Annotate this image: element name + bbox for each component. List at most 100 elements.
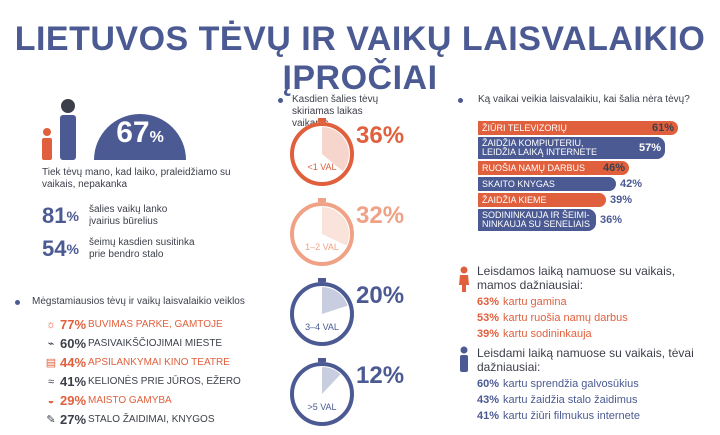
clock-percent: 36% — [356, 122, 405, 149]
clock-wedge — [322, 127, 349, 172]
activity-row: ⌁ 60% Pasivaikščiojimai mieste — [42, 334, 282, 353]
child-figure-icon — [42, 128, 52, 160]
bar-row: SODININKAUJA IR ŠEIMI- NINKAUJA SU SENELI… — [478, 209, 622, 231]
father-icon — [460, 346, 468, 372]
activity-label: Apsilankymai kino teatre — [88, 357, 230, 368]
habit-text: kartu sprendžia galvosūkius — [503, 378, 639, 390]
habit-row: 43% kartu žaidžia stalo žaidimus — [477, 392, 707, 408]
activity-row: ✎ 27% Stalo žaidimai, knygos — [42, 410, 282, 429]
headline-text: Tiek tėvų mano, kad laiko, praleidžiamo … — [42, 167, 231, 190]
habit-text: kartu ruošia namų darbus — [503, 312, 628, 324]
habit-text: kartu žaidžia stalo žaidimus — [503, 394, 638, 406]
activity-row: ☼ 77% Buvimas parke, gamtoje — [42, 315, 282, 334]
activity-percent: 77% — [60, 317, 87, 332]
bar: ŽAIDŽIA KOMPIUTERIU, LEIDŽIA LAIKĄ INTERN… — [478, 137, 665, 159]
bar-category-line: ŽAIDŽIA KOMPIUTERIU, — [482, 138, 584, 148]
bar-value-label: 61% — [651, 121, 674, 134]
habit-row: 39% kartu sodininkauja — [477, 326, 707, 342]
activities-title: Mėgstamiausios tėvų ir vaikų laisvalaiki… — [32, 296, 245, 307]
bar-category-label: ŽAIDŽIA KOMPIUTERIU, LEIDŽIA LAIKĄ INTERN… — [482, 139, 597, 157]
activity-label: Pasivaikščiojimai mieste — [88, 338, 223, 349]
bar-value-label: 39% — [610, 194, 633, 206]
clock-icon — [290, 278, 354, 346]
bar-category-line: LEIDŽIA LAIKĄ INTERNETE — [482, 147, 598, 157]
time-title: Kasdien šalies tėvų skiriamas laikas vai… — [292, 94, 379, 129]
activity-row: ≈41% Kelionės prie jūros, ežero — [42, 372, 282, 391]
clock-label: >5 VAL — [307, 402, 337, 412]
moms-title: Leisdamos laiką namuose su vaikais, mamo… — [477, 264, 676, 292]
bar-category-label: SKAITO KNYGAS — [482, 178, 555, 189]
film-icon: ▤ — [45, 357, 57, 369]
moms-list: 63% kartu gamina 53% kartu ruošia namų darb… — [477, 294, 707, 342]
clock-wedge — [322, 207, 349, 246]
habit-text: kartu sodininkauja — [503, 328, 592, 340]
habit-percent: 43% — [477, 394, 500, 406]
bar-value-label: 42% — [620, 178, 643, 190]
headline-semicircle — [94, 114, 186, 160]
dads-title: Leisdami laiką namuose su vaikais, tėvai… — [477, 346, 694, 374]
habit-percent: 53% — [477, 312, 500, 324]
activity-percent: 41% — [60, 374, 87, 389]
bar-category-line: SODININKAUJA IR ŠEIMI- — [482, 210, 590, 220]
activity-percent: 27% — [60, 412, 87, 427]
clock-wedge — [322, 287, 348, 314]
habit-row: 53% kartu ruošia namų darbus — [477, 310, 707, 326]
activity-row: ▤ 44% Apsilankymai kino teatre — [42, 353, 282, 372]
parent-child-illustration — [42, 99, 186, 160]
cooking-icon: ◒ — [47, 394, 55, 407]
bar-category-line: ŽAIDŽIA KIEME — [482, 194, 547, 205]
dads-list: 60% kartu sprendžia galvosūkius 43% kartu ž… — [477, 376, 707, 424]
bar: RUOŠIA NAMŲ DARBUS 46% — [478, 161, 629, 175]
activity-label: Kelionės prie jūros, ežero — [88, 376, 241, 387]
wrench-icon: ✎ — [46, 414, 56, 426]
clock-percent: 12% — [356, 362, 405, 389]
bar-category-label: ŽAIDŽIA KIEME — [482, 194, 547, 205]
bar: ŽAIDŽIA KIEME — [478, 193, 606, 207]
habit-row: 60% kartu sprendžia galvosūkius — [477, 376, 707, 392]
clock-ring — [290, 122, 354, 186]
bar-category-line: ŽIŪRI TELEVIZORIŲ — [482, 122, 567, 133]
shoe-icon: ⌁ — [47, 338, 55, 350]
habit-percent: 60% — [477, 378, 500, 390]
bar-value-label: 36% — [600, 214, 623, 226]
bar-category-line: SKAITO KNYGAS — [482, 178, 555, 189]
habit-percent: 39% — [477, 328, 500, 340]
bar: SKAITO KNYGAS — [478, 177, 616, 191]
bar-row: ŽAIDŽIA KIEME 39% — [478, 193, 632, 207]
bar-category-label: ŽIŪRI TELEVIZORIŲ — [482, 122, 567, 133]
clock-ring — [290, 362, 354, 426]
activities-list: ☼ 77% Buvimas parke, gamtoje ⌁ 60% Pasivaikšč… — [42, 315, 282, 429]
habit-row: 63% kartu gamina — [477, 294, 707, 310]
clock-knob — [318, 358, 326, 362]
clock-ring — [290, 282, 354, 346]
clock-percent: 32% — [356, 202, 405, 229]
wave-icon: ≈ — [47, 375, 55, 388]
bar-row: SKAITO KNYGAS 42% — [478, 177, 642, 191]
stat-clubs: 81% šalies vaikų lanko įvairius būrelius — [42, 203, 168, 228]
activity-row: ◒ 29% Maisto gamyba — [42, 391, 282, 410]
habit-percent: 41% — [477, 410, 500, 422]
clock-wedge — [322, 367, 341, 394]
bullet-icon — [15, 300, 20, 305]
bar-category-line: NINKAUJA SU SENELIAIS — [482, 219, 591, 229]
bar: ŽIŪRI TELEVIZORIŲ 61% — [478, 121, 678, 135]
activity-percent: 29% — [60, 393, 87, 408]
activity-label: Maisto gamyba — [88, 395, 172, 406]
bar-value-label: 57% — [638, 141, 661, 154]
activity-percent: 60% — [60, 336, 87, 351]
bar-category-line: RUOŠIA NAMŲ DARBUS — [482, 162, 586, 173]
bar-category-label: RUOŠIA NAMŲ DARBUS — [482, 162, 586, 173]
headline-percent: 67% — [116, 116, 164, 149]
clock-percent: 20% — [356, 282, 405, 309]
sun-icon: ☼ — [45, 318, 57, 331]
habit-text: kartu gamina — [503, 296, 567, 308]
chart-title: Ką vaikai veikia laisvalaikiu, kai šalia… — [478, 94, 690, 105]
clock-knob — [318, 278, 326, 282]
bar-row: RUOŠIA NAMŲ DARBUS 46% — [478, 161, 629, 175]
stat-family-table: 54% šeimų kasdien susitinka prie bendro … — [42, 236, 195, 261]
clock-icon — [290, 198, 354, 266]
clock-ring — [290, 202, 354, 266]
habit-text: kartu žiūri filmukus internete — [503, 410, 640, 422]
clock-label: 1–2 VAL — [305, 242, 339, 252]
clock-icon — [290, 118, 354, 186]
